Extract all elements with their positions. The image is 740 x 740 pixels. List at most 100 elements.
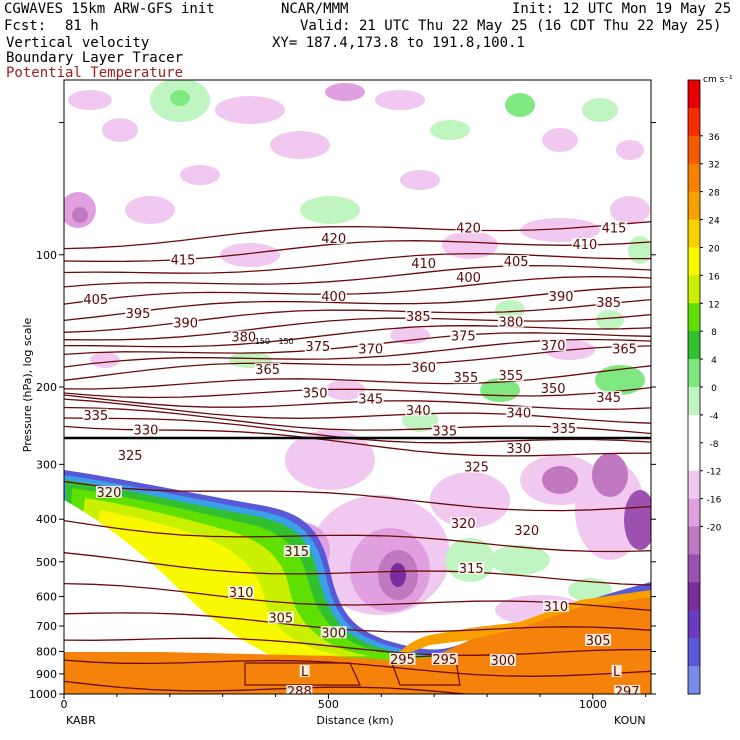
low-contour-west	[244, 662, 361, 686]
theta-label-bg	[450, 329, 477, 342]
theta-label-bg	[230, 330, 257, 343]
model-title: CGWAVES 15km ARW-GFS init	[4, 1, 215, 17]
theta-label-bg	[540, 381, 567, 394]
theta-label: 395	[126, 307, 151, 322]
theta-label-bg	[283, 544, 310, 557]
colorbar-swatch	[688, 387, 700, 416]
colorbar-label: 20	[708, 244, 720, 254]
colorbar-swatch	[688, 442, 700, 472]
x-tick-label: 500	[318, 698, 339, 711]
theta-label-bg	[405, 309, 432, 322]
theta-label: 345	[596, 391, 621, 406]
valid-time: Valid: 21 UTC Thu 22 May 25 (16 CDT Thu …	[300, 18, 722, 34]
theta-label: 297	[615, 685, 640, 700]
theta-label-bg	[571, 237, 598, 250]
theta-label: 310	[543, 600, 568, 615]
theta-label-bg	[548, 289, 575, 302]
theta-label-bg	[82, 408, 109, 421]
colorbar-swatch	[688, 247, 700, 276]
theta-label: 355	[453, 371, 478, 386]
theta-label: 400	[456, 271, 481, 286]
theta-label-bg	[410, 361, 437, 374]
theta-label: 315	[284, 545, 309, 560]
theta-label: 405	[83, 293, 108, 308]
theta-label: 320	[514, 524, 539, 539]
colorbar-label: -20	[707, 524, 722, 534]
theta-label-bg	[286, 685, 313, 694]
x-tick-label: 1000	[579, 698, 607, 711]
colorbar-swatch	[688, 80, 700, 109]
theta-label: L	[613, 665, 621, 680]
theta-label-bg	[505, 406, 532, 419]
colorbar-label: -4	[710, 412, 719, 422]
theta-label: 415	[602, 221, 627, 236]
theta-label-bg	[254, 363, 281, 376]
theta-label: 305	[268, 611, 293, 626]
colorbar-label: 16	[708, 272, 720, 282]
theta-contour-355	[64, 386, 651, 399]
field-boundary-layer-tracer: Boundary Layer Tracer	[6, 50, 184, 66]
terrain-fill	[64, 590, 651, 694]
theta-label-bg	[267, 611, 294, 624]
theta-label: 380	[231, 331, 256, 346]
x-axis: 0 500 1000	[61, 694, 647, 711]
theta-contour-410	[64, 252, 651, 274]
theta-label-bg	[405, 403, 432, 416]
theta-contour-360	[64, 365, 651, 390]
tropopause-label: 150	[255, 337, 270, 346]
theta-label: 340	[406, 404, 431, 419]
theta-label-bg	[595, 390, 622, 403]
field-potential-temperature: Potential Temperature	[6, 65, 184, 81]
theta-label-bg	[463, 460, 490, 473]
theta-label: 350	[541, 382, 566, 397]
theta-contour-375	[64, 332, 651, 356]
theta-label-bg	[320, 231, 347, 244]
x-axis-label: Distance (km)	[316, 714, 393, 727]
theta-contour-325	[64, 480, 651, 512]
theta-label-bg	[125, 307, 152, 320]
theta-label-bg	[357, 392, 384, 405]
theta-label-bg	[302, 386, 329, 399]
y-tick-label: 200	[36, 381, 57, 394]
theta-label: 335	[83, 409, 108, 424]
theta-label-bg	[489, 653, 516, 666]
theta-contour-380	[64, 325, 651, 348]
theta-label: 325	[464, 460, 489, 475]
theta-label: 305	[586, 634, 611, 649]
colorbar-swatch	[688, 526, 700, 555]
colorbar-swatch	[688, 191, 700, 221]
theta-contour-365	[64, 345, 651, 381]
theta-label-bg	[550, 422, 577, 435]
theta-contour-350	[64, 394, 651, 411]
colorbar-swatch	[688, 107, 700, 137]
colorbar-label: -16	[707, 496, 722, 506]
colorbar-label: 28	[708, 189, 720, 199]
fcst-label: Fcst:	[4, 18, 47, 34]
endpoint-right: KOUN	[614, 714, 646, 727]
y-axis-label: Pressure (hPa), log scale	[21, 318, 34, 453]
theta-contour-345	[64, 398, 651, 424]
colorbar-swatch	[688, 219, 700, 248]
theta-label-bg	[357, 342, 384, 355]
theta-label-bg	[320, 289, 347, 302]
colorbar-swatch	[688, 414, 700, 444]
theta-label: L	[301, 665, 309, 680]
y-tick-label: 100	[36, 249, 57, 262]
theta-label: 370	[358, 342, 383, 357]
theta-label-bg	[452, 371, 479, 384]
theta-label-bg	[117, 448, 144, 461]
theta-label: 300	[491, 654, 516, 669]
theta-label-bg	[497, 369, 524, 382]
field-vertical-velocity: Vertical velocity	[6, 35, 150, 51]
theta-label: 365	[255, 363, 280, 378]
colorbar-swatch	[688, 582, 700, 611]
theta-label: 355	[498, 369, 523, 384]
theta-label-bg	[513, 524, 540, 537]
theta-label: 390	[173, 317, 198, 332]
org-label: NCAR/MMM	[281, 1, 349, 17]
theta-label-bg	[410, 256, 437, 269]
theta-label: 288	[287, 685, 312, 700]
theta-label: 370	[541, 339, 566, 354]
theta-label-bg	[585, 633, 612, 646]
theta-contour-405	[64, 264, 651, 288]
